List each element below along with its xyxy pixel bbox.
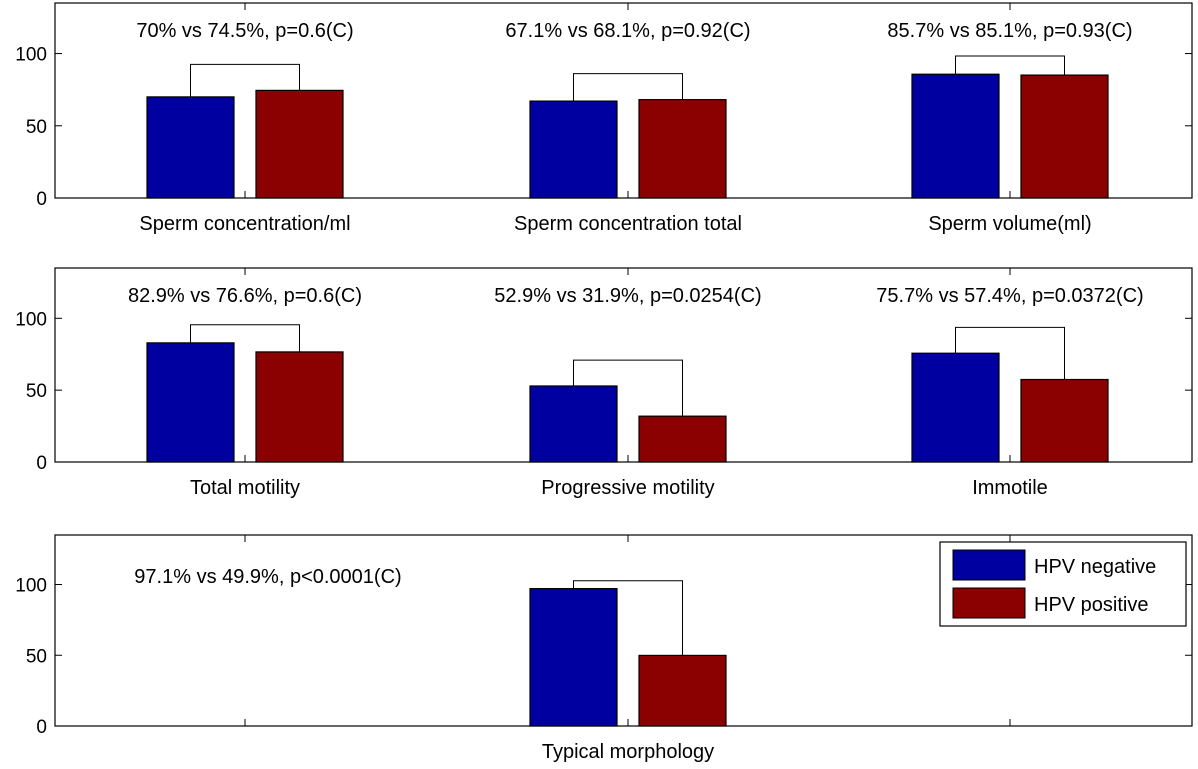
- annotation: 97.1% vs 49.9%, p<0.0001(C): [134, 566, 401, 588]
- category-label: Progressive motility: [541, 477, 714, 499]
- bar: [529, 385, 618, 463]
- bar: [255, 351, 344, 463]
- significance-bracket: [190, 324, 300, 352]
- axes-box: [54, 2, 1193, 199]
- category-label: Typical morphology: [542, 741, 714, 763]
- annotation: 67.1% vs 68.1%, p=0.92(C): [505, 20, 750, 42]
- annotation: 85.7% vs 85.1%, p=0.93(C): [887, 20, 1132, 42]
- bar: [255, 89, 344, 199]
- category-label: Sperm volume(ml): [928, 213, 1091, 235]
- category-label: Immotile: [972, 477, 1048, 499]
- bar: [638, 654, 727, 727]
- legend-label: HPV negative: [1034, 556, 1156, 578]
- bar: [146, 342, 235, 463]
- annotation: 75.7% vs 57.4%, p=0.0372(C): [876, 285, 1143, 307]
- panel-1: 0 50 100 70% vs 74.5%, p=0.6(C) Sperm concen…: [15, 2, 1193, 235]
- significance-bracket: [573, 359, 683, 417]
- category-label: Sperm concentration/ml: [139, 213, 350, 235]
- legend-swatch: [952, 549, 1026, 581]
- bar: [638, 99, 727, 199]
- axes-box: [54, 267, 1193, 463]
- bar: [911, 352, 1000, 463]
- significance-bracket: [955, 326, 1065, 380]
- significance-bracket: [190, 63, 300, 97]
- bar: [146, 96, 235, 199]
- y-tick-label: 100: [15, 309, 47, 330]
- legend-swatch: [952, 587, 1026, 619]
- category-label: Total motility: [190, 477, 300, 499]
- y-tick-label: 0: [36, 717, 47, 738]
- bar: [911, 73, 1000, 199]
- significance-bracket: [955, 55, 1065, 76]
- y-tick-label: 0: [36, 189, 47, 210]
- annotation: 82.9% vs 76.6%, p=0.6(C): [128, 285, 362, 307]
- legend: HPV negative HPV positive: [939, 541, 1187, 627]
- y-tick-label: 50: [26, 646, 47, 667]
- panel-2: 0 50 100 82.9% vs 76.6%, p=0.6(C) Total moti…: [15, 267, 1193, 499]
- annotation: 70% vs 74.5%, p=0.6(C): [136, 20, 353, 42]
- y-tick-label: 100: [15, 576, 47, 597]
- bar: [1020, 378, 1109, 463]
- y-tick-label: 100: [15, 45, 47, 66]
- category-label: Sperm concentration total: [514, 213, 742, 235]
- y-tick-label: 50: [26, 381, 47, 402]
- bar: [638, 415, 727, 463]
- y-tick-label: 0: [36, 453, 47, 474]
- annotation: 52.9% vs 31.9%, p=0.0254(C): [494, 285, 761, 307]
- significance-bracket: [573, 580, 683, 656]
- legend-label: HPV positive: [1034, 594, 1149, 616]
- significance-bracket: [573, 73, 683, 102]
- y-tick-label: 50: [26, 117, 47, 138]
- bar: [529, 100, 618, 199]
- bar: [1020, 74, 1109, 199]
- bar: [529, 588, 618, 727]
